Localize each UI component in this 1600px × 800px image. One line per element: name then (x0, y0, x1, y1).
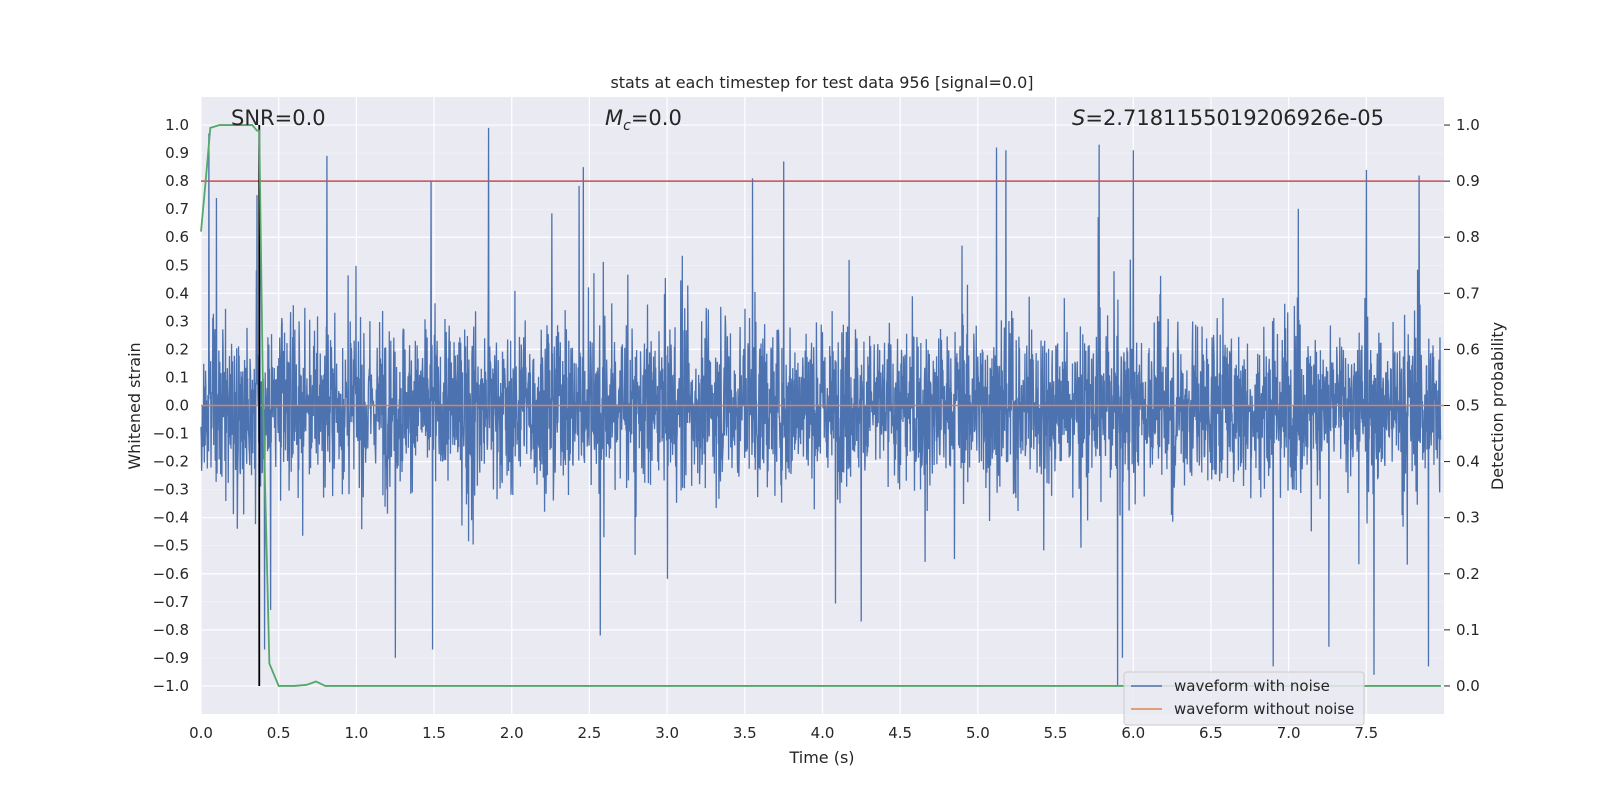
x-tick-label: 4.0 (811, 724, 835, 742)
y-tick-label: −1.0 (153, 677, 189, 695)
x-tick-label: 7.0 (1277, 724, 1301, 742)
x-tick-label: 3.5 (733, 724, 757, 742)
x-tick-label: 2.0 (500, 724, 524, 742)
detection-probability-line (200, 124, 1441, 687)
s-annotation: S=2.7181155019206926e-05 (1072, 106, 1384, 130)
y2-tick-label: 0.4 (1456, 453, 1480, 471)
y-tick-label: −0.7 (153, 593, 189, 611)
mc-symbol: M (605, 106, 623, 130)
y-tick-label: 0.4 (165, 284, 189, 302)
y-tick-label: 0.8 (165, 172, 189, 190)
x-axis-label: Time (s) (788, 748, 854, 767)
y2-tick-label: 1.0 (1456, 116, 1480, 134)
y2-tick-label: 0.7 (1456, 284, 1480, 302)
y2-tick-label: 0.8 (1456, 228, 1480, 246)
legend-label-noise: waveform with noise (1174, 677, 1330, 695)
y-tick-label: −0.2 (153, 453, 189, 471)
y-tick-label: 0.1 (165, 368, 189, 386)
y-tick-label: −0.6 (153, 565, 189, 583)
x-tick-label: 6.5 (1199, 724, 1223, 742)
y-tick-label: 0.6 (165, 228, 189, 246)
y-tick-label: 0.3 (165, 312, 189, 330)
mc-subscript: c (623, 118, 631, 134)
legend-box (1123, 671, 1365, 726)
y-tick-label: 0.2 (165, 340, 189, 358)
y2-tick-label: 0.0 (1456, 677, 1480, 695)
s-value: =2.7181155019206926e-05 (1085, 106, 1384, 130)
y-tick-label: −0.3 (153, 481, 189, 499)
snr-annotation: SNR=0.0 (231, 106, 326, 130)
x-tick-label: 0.0 (189, 724, 213, 742)
y2-tick-label: 0.5 (1456, 397, 1480, 415)
x-tick-label: 6.0 (1121, 724, 1145, 742)
legend-label-clean: waveform without noise (1174, 700, 1354, 718)
chart-title: stats at each timestep for test data 956… (610, 73, 1033, 92)
y-tick-label: 0.9 (165, 144, 189, 162)
y-tick-label: 0.5 (165, 256, 189, 274)
y-tick-label: −0.5 (153, 537, 189, 555)
x-tick-label: 1.0 (344, 724, 368, 742)
noise-waveform-layer (200, 127, 1442, 686)
chirp-mass-annotation: Mc=0.0 (605, 106, 682, 134)
x-tick-label: 2.5 (578, 724, 602, 742)
x-tick-label: 4.5 (888, 724, 912, 742)
y2-tick-label: 0.6 (1456, 340, 1480, 358)
y-tick-label: 0.7 (165, 200, 189, 218)
waveform-with-noise-line (200, 127, 1442, 686)
s-symbol: S (1072, 106, 1085, 130)
y2-tick-label: 0.1 (1456, 621, 1480, 639)
y-tick-label: −0.8 (153, 621, 189, 639)
y2-tick-label: 0.9 (1456, 172, 1480, 190)
x-tick-label: 7.5 (1354, 724, 1378, 742)
x-tick-label: 0.5 (267, 724, 291, 742)
y-axis-label: Whitened strain (125, 342, 144, 469)
y2-tick-label: 0.2 (1456, 565, 1480, 583)
x-tick-label: 3.0 (655, 724, 679, 742)
y-tick-label: 1.0 (165, 116, 189, 134)
y2-axis-label: Detection probability (1488, 322, 1507, 490)
y-tick-label: 0.0 (165, 397, 189, 415)
y-tick-label: −0.4 (153, 509, 189, 527)
x-tick-label: 5.0 (966, 724, 990, 742)
lines-layer (200, 124, 1444, 687)
x-tick-label: 5.5 (1044, 724, 1068, 742)
y-tick-label: −0.1 (153, 425, 189, 443)
y2-tick-label: 0.3 (1456, 509, 1480, 527)
mc-value: =0.0 (631, 106, 682, 130)
y-tick-label: −0.9 (153, 649, 189, 667)
legend: waveform with noise waveform without noi… (1123, 671, 1365, 726)
x-tick-label: 1.5 (422, 724, 446, 742)
tick-labels: 0.0 0.5 1.0 1.5 2.0 2.5 3.0 3.5 4.0 4.5 5.0 5.5 6.0 6… (153, 116, 1480, 742)
